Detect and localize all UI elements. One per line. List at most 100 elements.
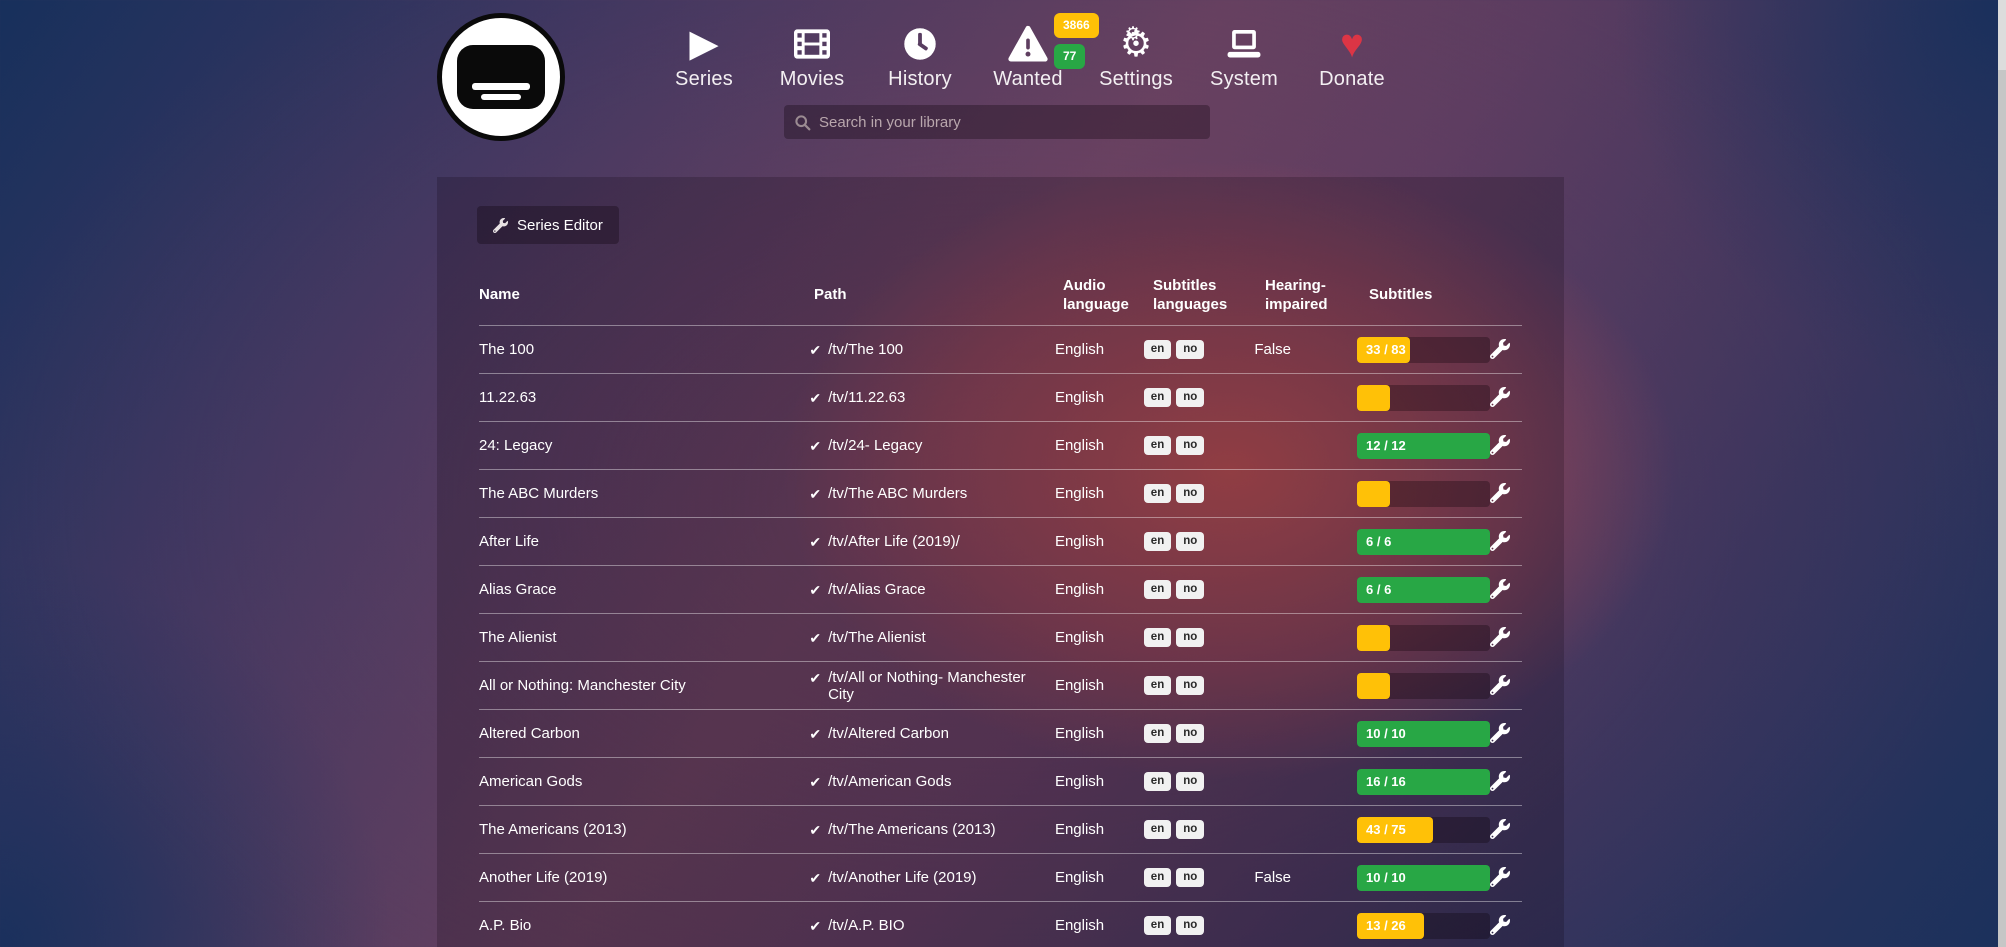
- nav-donate[interactable]: ♥ Donate: [1312, 22, 1392, 91]
- series-name-link[interactable]: American Gods: [479, 773, 583, 790]
- language-badge[interactable]: en: [1143, 627, 1172, 648]
- check-icon: ✔: [809, 629, 822, 646]
- subtitles-progress: 10 / 10: [1357, 864, 1490, 891]
- subtitles-progress: 10 / 10: [1357, 720, 1490, 747]
- series-name-link[interactable]: The Americans (2013): [479, 821, 627, 838]
- table-row: American Gods ✔ /tv/American Gods Englis…: [479, 758, 1522, 806]
- audio-language-value: English: [1054, 677, 1105, 694]
- subtitles-progress-label: 6 / 6: [1366, 581, 1392, 597]
- subtitles-progress-bar: 6 / 6: [1357, 576, 1490, 603]
- nav-movies[interactable]: Movies: [772, 22, 852, 91]
- series-name-link[interactable]: A.P. Bio: [479, 917, 532, 934]
- language-badge[interactable]: en: [1143, 915, 1172, 936]
- edit-series-wrench-icon[interactable]: [1490, 914, 1512, 937]
- series-name-link[interactable]: 11.22.63: [479, 389, 537, 406]
- check-icon: ✔: [809, 341, 822, 358]
- language-badge[interactable]: no: [1176, 579, 1205, 600]
- subtitles-progress-label: 6 / 6: [1366, 533, 1392, 549]
- language-badge[interactable]: en: [1143, 819, 1172, 840]
- series-name-link[interactable]: The 100: [479, 341, 535, 358]
- audio-language-value: English: [1054, 485, 1105, 502]
- table-row: The Americans (2013) ✔ /tv/The Americans…: [479, 806, 1522, 854]
- table-row: 24: Legacy ✔ /tv/24- Legacy English en no…: [479, 422, 1522, 470]
- series-path-text: /tv/Altered Carbon: [828, 724, 949, 742]
- language-badge[interactable]: no: [1176, 435, 1205, 456]
- edit-series-wrench-icon[interactable]: [1490, 626, 1512, 649]
- edit-series-wrench-icon[interactable]: [1490, 386, 1512, 409]
- nav-system[interactable]: System: [1204, 22, 1284, 91]
- language-badge[interactable]: en: [1143, 675, 1172, 696]
- language-badge[interactable]: no: [1176, 723, 1205, 744]
- wanted-movies-count-badge: 77: [1054, 44, 1086, 69]
- language-badge[interactable]: en: [1143, 387, 1172, 408]
- language-badge[interactable]: no: [1176, 339, 1205, 360]
- language-badge[interactable]: no: [1176, 771, 1205, 792]
- bazarr-logo[interactable]: [437, 13, 565, 141]
- edit-series-wrench-icon[interactable]: [1490, 770, 1512, 793]
- language-badge[interactable]: en: [1143, 579, 1172, 600]
- language-badge[interactable]: en: [1143, 867, 1172, 888]
- check-icon: ✔: [809, 669, 822, 686]
- search-input[interactable]: [819, 113, 1200, 131]
- language-badge[interactable]: no: [1176, 531, 1205, 552]
- language-badge[interactable]: en: [1143, 483, 1172, 504]
- scrollbar-thumb[interactable]: [1998, 0, 2006, 70]
- series-name-link[interactable]: All or Nothing: Manchester City: [479, 677, 686, 694]
- wanted-series-count-badge: 3866: [1054, 13, 1099, 38]
- edit-series-wrench-icon[interactable]: [1490, 434, 1512, 457]
- heart-icon: ♥: [1340, 22, 1364, 66]
- hearing-impaired-value: False: [1254, 869, 1292, 886]
- edit-series-wrench-icon[interactable]: [1490, 674, 1512, 697]
- language-badge[interactable]: no: [1176, 627, 1205, 648]
- subtitles-progress-bar: [1357, 384, 1490, 411]
- series-editor-button[interactable]: Series Editor: [477, 206, 619, 244]
- nav-wanted[interactable]: 3866 77 Wanted: [988, 13, 1099, 91]
- nav-series[interactable]: ▶ Series: [664, 22, 744, 91]
- edit-series-wrench-icon[interactable]: [1490, 818, 1512, 841]
- edit-series-wrench-icon[interactable]: [1490, 530, 1512, 553]
- edit-series-wrench-icon[interactable]: [1490, 722, 1512, 745]
- language-badge[interactable]: en: [1143, 531, 1172, 552]
- nav-wanted-label: Wanted: [993, 68, 1063, 90]
- series-path-text: /tv/The ABC Murders: [828, 484, 968, 502]
- subtitles-languages-badges: en no: [1143, 483, 1255, 504]
- series-path-text: /tv/Another Life (2019): [828, 868, 977, 886]
- language-badge[interactable]: no: [1176, 819, 1205, 840]
- language-badge[interactable]: no: [1176, 675, 1205, 696]
- warning-triangle-icon: [988, 22, 1068, 66]
- language-badge[interactable]: en: [1143, 723, 1172, 744]
- page-scrollbar[interactable]: [1998, 0, 2006, 947]
- series-name-link[interactable]: Another Life (2019): [479, 869, 608, 886]
- series-path-text: /tv/Alias Grace: [828, 580, 926, 598]
- language-badge[interactable]: en: [1143, 339, 1172, 360]
- edit-series-wrench-icon[interactable]: [1490, 866, 1512, 889]
- series-path: ✔ /tv/Another Life (2019): [809, 869, 1055, 887]
- audio-language-value: English: [1054, 437, 1105, 454]
- edit-series-wrench-icon[interactable]: [1490, 482, 1512, 505]
- header-subtitles-languages: Subtitles languages: [1153, 276, 1228, 313]
- subtitles-progress-bar: 10 / 10: [1357, 720, 1490, 747]
- nav-movies-label: Movies: [779, 68, 845, 90]
- language-badge[interactable]: no: [1176, 915, 1205, 936]
- language-badge[interactable]: en: [1143, 435, 1172, 456]
- language-badge[interactable]: no: [1176, 483, 1205, 504]
- subtitles-progress-bar: 43 / 75: [1357, 816, 1490, 843]
- header-subtitles: Subtitles: [1369, 286, 1433, 304]
- series-name-link[interactable]: 24: Legacy: [479, 437, 553, 454]
- subtitles-languages-badges: en no: [1143, 675, 1255, 696]
- nav-history[interactable]: History: [880, 22, 960, 91]
- edit-series-wrench-icon[interactable]: [1490, 578, 1512, 601]
- nav-settings-label: Settings: [1099, 68, 1173, 90]
- subtitles-languages-badges: en no: [1143, 771, 1255, 792]
- language-badge[interactable]: no: [1176, 387, 1205, 408]
- series-name-link[interactable]: Alias Grace: [479, 581, 557, 598]
- series-name-link[interactable]: The ABC Murders: [479, 485, 599, 502]
- series-name-link[interactable]: Altered Carbon: [479, 725, 580, 742]
- nav-settings[interactable]: ⚙ ⚙ Settings: [1096, 22, 1176, 91]
- language-badge[interactable]: en: [1143, 771, 1172, 792]
- series-name-link[interactable]: The Alienist: [479, 629, 557, 646]
- edit-series-wrench-icon[interactable]: [1490, 338, 1512, 361]
- main-nav: ▶ Series Movies: [664, 13, 1392, 91]
- language-badge[interactable]: no: [1176, 867, 1205, 888]
- series-name-link[interactable]: After Life: [479, 533, 540, 550]
